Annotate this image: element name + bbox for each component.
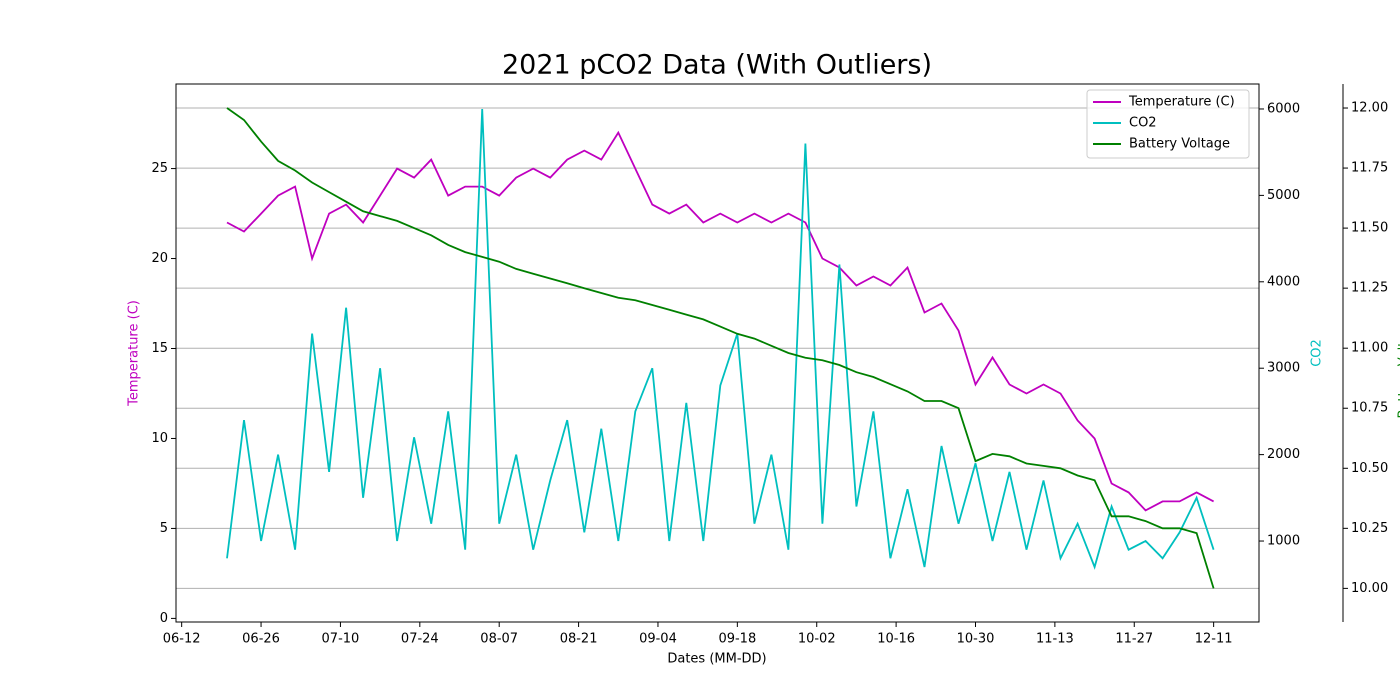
chart-title: 2021 pCO2 Data (With Outliers) (502, 50, 932, 81)
x-tick-label: 09-04 (639, 632, 677, 647)
y3-tick-label: 11.50 (1351, 221, 1388, 236)
series-line (226, 130, 1215, 512)
legend-label: Temperature (C) (1128, 95, 1235, 110)
y3-tick-label: 10.75 (1351, 401, 1388, 416)
legend-label: Battery Voltage (1129, 137, 1230, 152)
y2-tick-label: 1000 (1267, 534, 1300, 549)
y2-tick-label: 5000 (1267, 188, 1300, 203)
x-tick-label: 09-18 (718, 632, 756, 647)
y3-tick-label: 12.00 (1351, 101, 1388, 116)
y2-axis-label: CO2 (1310, 339, 1325, 367)
y3-tick-label: 10.00 (1351, 581, 1388, 596)
x-tick-label: 11-13 (1036, 632, 1074, 647)
y-tick-label: 0 (160, 611, 168, 626)
x-tick-label: 08-07 (480, 632, 518, 647)
y3-tick-label: 10.50 (1351, 461, 1388, 476)
series-line (226, 108, 1215, 570)
y-tick-label: 5 (160, 521, 168, 536)
x-tick-label: 06-12 (163, 632, 201, 647)
y3-tick-label: 11.00 (1351, 341, 1388, 356)
y-tick-label: 20 (151, 251, 168, 266)
legend-box (1086, 89, 1250, 159)
y2-tick-label: 2000 (1267, 447, 1300, 462)
x-axis-label: Dates (MM-DD) (667, 652, 766, 667)
y3-tick-label: 10.25 (1351, 521, 1388, 536)
plot-frame (175, 83, 1260, 623)
x-tick-label: 07-24 (401, 632, 439, 647)
y-tick-label: 10 (151, 431, 168, 446)
series-line (226, 107, 1215, 589)
x-tick-label: 07-10 (322, 632, 360, 647)
y2-tick-label: 3000 (1267, 361, 1300, 376)
legend-label: CO2 (1129, 116, 1157, 131)
y3-axis-label: Battery Voltage (1397, 317, 1400, 418)
y2-tick-label: 4000 (1267, 274, 1300, 289)
y2-tick-label: 6000 (1267, 101, 1300, 116)
y3-tick-label: 11.25 (1351, 281, 1388, 296)
x-tick-label: 11-27 (1115, 632, 1153, 647)
x-tick-label: 08-21 (560, 632, 598, 647)
y3-tick-label: 11.75 (1351, 161, 1388, 176)
x-tick-label: 06-26 (242, 632, 280, 647)
y-tick-label: 15 (151, 341, 168, 356)
x-tick-label: 10-30 (957, 632, 995, 647)
x-tick-label: 12-11 (1195, 632, 1233, 647)
x-tick-label: 10-16 (877, 632, 915, 647)
y-tick-label: 25 (151, 161, 168, 176)
x-tick-label: 10-02 (798, 632, 836, 647)
y-axis-label: Temperature (C) (127, 300, 142, 407)
